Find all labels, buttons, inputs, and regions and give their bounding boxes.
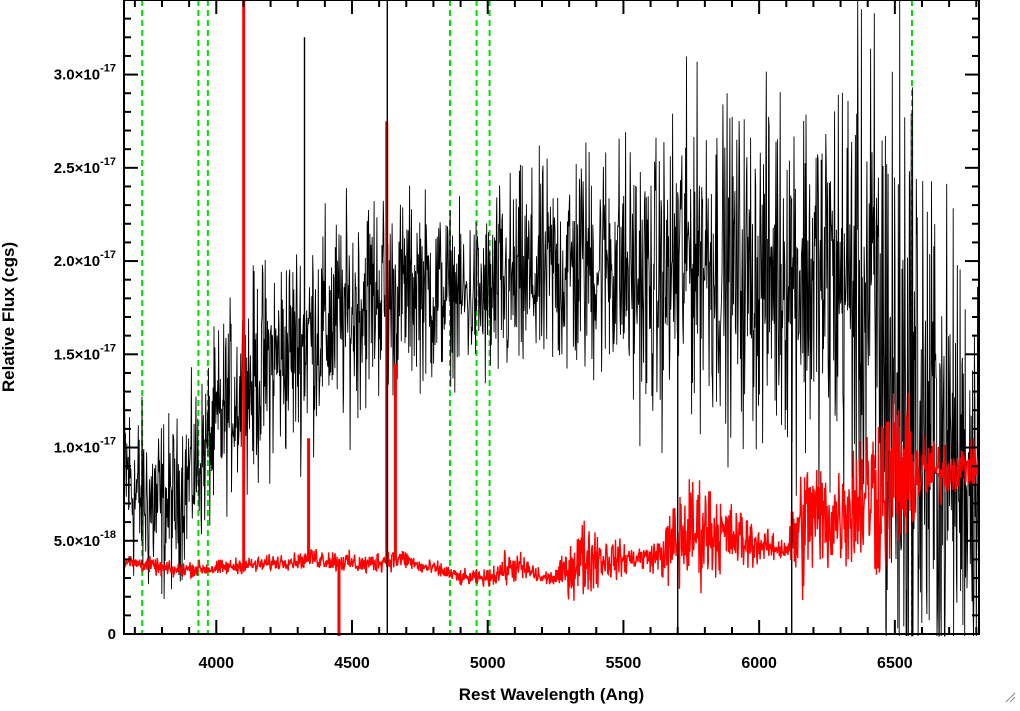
x-tick-label: 5500 — [606, 655, 642, 672]
y-tick-label: 3.0×10-17 — [54, 63, 116, 84]
resize-grip-icon[interactable] — [1004, 691, 1016, 703]
y-axis-label: Relative Flux (cgs) — [0, 242, 18, 392]
y-tick-label: 0 — [108, 626, 116, 643]
x-tick-label: 4500 — [334, 655, 370, 672]
spectrum-series-1 — [123, 393, 980, 601]
y-tick-label: 1.0×10-17 — [54, 436, 116, 457]
x-tick-label: 5000 — [470, 655, 506, 672]
axis-ticks — [124, 0, 979, 635]
x-tick-label: 6000 — [741, 655, 777, 672]
x-axis-label: Rest Wavelength (Ang) — [459, 685, 644, 704]
y-tick-label: 5.0×10-18 — [54, 529, 116, 550]
x-tick-label: 4000 — [198, 655, 234, 672]
y-tick-label: 1.5×10-17 — [54, 342, 116, 363]
y-tick-label: 2.0×10-17 — [54, 249, 116, 270]
x-tick-label: 6500 — [877, 655, 913, 672]
spectrum-series-layer — [123, 0, 980, 637]
y-tick-label: 2.5×10-17 — [54, 156, 116, 177]
spectrum-series-0 — [123, 0, 980, 637]
tick-labels: 4000 4500 5000 5500 6000 6500 0 5.0×10-18 1.0×10… — [54, 63, 913, 672]
emission-line-markers — [141, 0, 913, 634]
